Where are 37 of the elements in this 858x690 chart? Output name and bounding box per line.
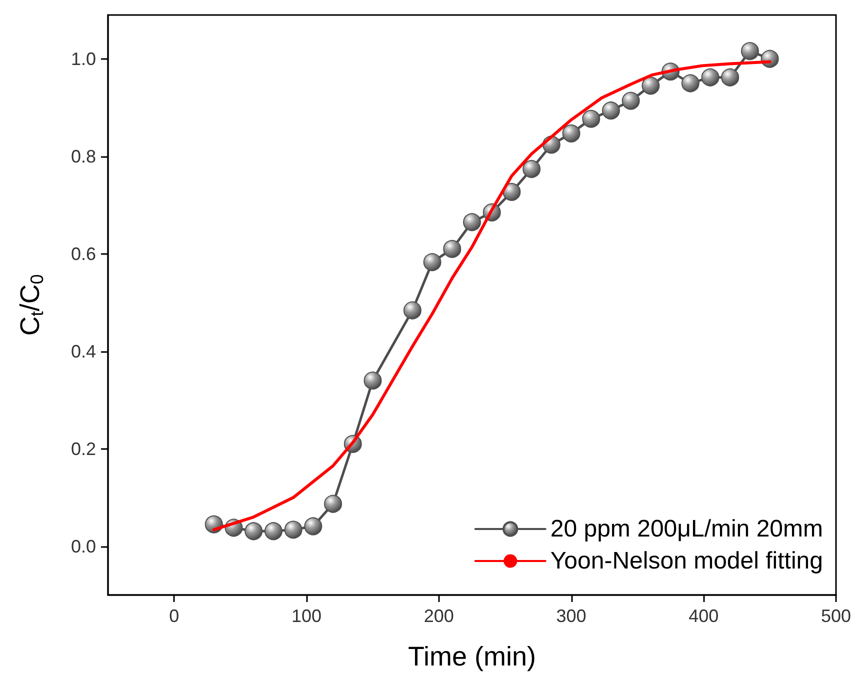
point (681, 74, 700, 92)
point (721, 68, 740, 86)
legend-label: Yoon-Nelson model fitting (550, 548, 823, 574)
x-tick-label: 300 (556, 606, 586, 626)
point (264, 522, 282, 540)
point (602, 102, 620, 120)
point (443, 240, 462, 258)
x-axis-title: Time (min) (408, 642, 536, 672)
point (701, 68, 720, 86)
y-tick-label: 0.6 (70, 244, 96, 264)
point (423, 253, 442, 272)
point (642, 76, 660, 95)
x-tick-label: 500 (820, 606, 852, 626)
point (522, 160, 541, 178)
x-tick-label: 100 (292, 606, 322, 626)
y-tick-label: 0.2 (70, 438, 96, 459)
point (304, 517, 322, 536)
x-tick-label: 0 (169, 606, 180, 626)
point (324, 494, 342, 513)
point (284, 520, 302, 539)
point (582, 110, 600, 128)
point (562, 124, 580, 142)
point (403, 301, 422, 320)
legend-label: 20 ppm 200μL/min 20mm (550, 516, 823, 542)
x-tick-label: 400 (688, 606, 719, 626)
y-tick-label: 0.0 (70, 536, 96, 556)
y-tick-label: 0.8 (70, 146, 96, 166)
point (622, 92, 640, 110)
point (502, 182, 521, 201)
y-axis-title: Ct/C0 (15, 274, 47, 336)
point (364, 372, 382, 390)
point (463, 213, 481, 232)
y-tick-label: 0.4 (70, 341, 96, 362)
y-tick-label: 1.0 (70, 48, 96, 69)
point (740, 42, 759, 60)
x-tick-label: 200 (424, 606, 454, 626)
point (244, 522, 263, 540)
